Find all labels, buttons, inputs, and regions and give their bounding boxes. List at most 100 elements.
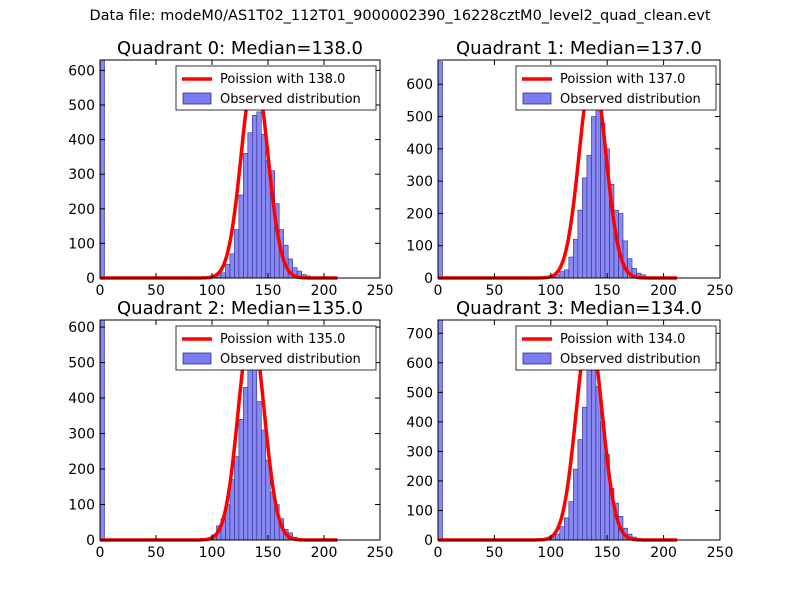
legend: Poission with 135.0 Observed distribution — [175, 325, 377, 371]
axes-frame — [99, 59, 381, 279]
x-tick-label: 100 — [199, 545, 226, 561]
histogram-bar — [595, 90, 601, 279]
legend-entry-observed: Observed distribution — [220, 352, 361, 367]
histogram-bar — [252, 340, 258, 541]
y-tick-label: 400 — [68, 391, 95, 407]
y-tick-label: 300 — [406, 174, 433, 190]
figure-suptitle: Data file: modeM0/AS1T02_112T01_90000023… — [89, 8, 711, 24]
legend-entry-poisson: Poission with 138.0 — [220, 72, 345, 87]
histogram-bar — [586, 356, 592, 541]
y-tick-label: 200 — [68, 202, 95, 218]
histogram-bar — [437, 319, 443, 541]
histogram-bar — [559, 271, 565, 279]
histogram-bar — [564, 269, 570, 279]
histogram-bar — [260, 429, 267, 541]
y-tick-label: 200 — [406, 474, 433, 490]
histogram-bar — [564, 517, 570, 541]
histogram-bar — [99, 319, 105, 541]
legend-entry-observed: Observed distribution — [560, 352, 701, 367]
histogram-bar — [256, 111, 262, 279]
histogram-bar — [573, 238, 579, 279]
y-tick-label: 200 — [68, 462, 95, 478]
chart-title: Quadrant 0: Median=138.0 — [117, 38, 363, 59]
x-tick-label: 100 — [537, 283, 564, 299]
histogram-bar — [582, 177, 588, 279]
histogram-bars — [437, 61, 655, 279]
x-tick-label: 150 — [594, 545, 621, 561]
x-tick-label: 150 — [255, 545, 282, 561]
legend-bar-swatch — [182, 352, 212, 365]
chart-panel-2: Quadrant 2: Median=135.0 0 50 100 150 200 250 0… — [68, 298, 393, 561]
x-tick-label: 0 — [96, 283, 105, 299]
histogram-bar — [577, 209, 583, 279]
histogram-bar — [220, 272, 226, 279]
x-tick-label: 50 — [485, 283, 503, 299]
x-tick-label: 100 — [537, 545, 564, 561]
y-tick-label: 700 — [406, 326, 433, 342]
legend-entry-observed: Observed distribution — [560, 92, 701, 107]
y-tick-label: 600 — [68, 320, 95, 336]
histogram-bar — [573, 468, 579, 541]
histogram-bars — [99, 319, 311, 541]
y-tick-label: 600 — [68, 63, 95, 79]
legend-bar-swatch — [522, 352, 552, 365]
axes-frame — [99, 319, 381, 541]
histogram-bar — [591, 116, 597, 279]
chart-panel-3: Quadrant 3: Median=134.0 0 50 100 150 200 250 0… — [406, 298, 733, 561]
y-tick-label: 100 — [68, 498, 95, 514]
y-tick-label: 600 — [406, 356, 433, 372]
x-tick-label: 250 — [707, 545, 734, 561]
histogram-bar — [582, 406, 588, 541]
x-tick-label: 0 — [434, 545, 443, 561]
y-tick-label: 300 — [68, 167, 95, 183]
histogram-bar — [256, 401, 262, 541]
histogram-bar — [238, 194, 244, 279]
chart-title: Quadrant 1: Median=137.0 — [456, 38, 702, 59]
x-tick-label: 250 — [367, 283, 394, 299]
x-tick-label: 150 — [255, 283, 282, 299]
histogram-bar — [234, 229, 240, 279]
legend: Poission with 138.0 Observed distribution — [175, 65, 377, 111]
histogram-bar — [260, 134, 267, 279]
y-tick-label: 100 — [406, 503, 433, 519]
histogram-bar — [234, 456, 240, 541]
legend: Poission with 137.0 Observed distribution — [515, 65, 717, 111]
y-tick-label: 0 — [86, 271, 95, 287]
legend-entry-poisson: Poission with 135.0 — [220, 332, 345, 347]
y-tick-label: 100 — [406, 239, 433, 255]
y-tick-label: 0 — [86, 533, 95, 549]
y-tick-label: 600 — [406, 77, 433, 93]
x-tick-label: 200 — [650, 283, 677, 299]
histogram-bar — [568, 256, 574, 279]
legend: Poission with 134.0 Observed distribution — [515, 325, 717, 371]
histogram-bar — [225, 263, 231, 279]
histogram-bar — [243, 387, 249, 541]
y-tick-label: 300 — [68, 427, 95, 443]
histogram-bar — [252, 115, 258, 279]
x-tick-label: 250 — [707, 283, 734, 299]
x-tick-label: 0 — [96, 545, 105, 561]
y-tick-label: 500 — [68, 356, 95, 372]
histogram-bar — [243, 153, 249, 279]
legend-bar-swatch — [522, 92, 552, 105]
y-tick-label: 500 — [406, 110, 433, 126]
histogram-bar — [559, 526, 565, 541]
y-tick-label: 200 — [406, 206, 433, 222]
chart-panel-0: Quadrant 0: Median=138.0 0 50 100 150 200 250 0… — [68, 38, 393, 299]
x-tick-label: 200 — [311, 283, 338, 299]
chart-title: Quadrant 3: Median=134.0 — [456, 298, 702, 319]
histogram-bar — [591, 347, 597, 541]
histogram-bar — [238, 419, 244, 541]
y-tick-label: 500 — [68, 98, 95, 114]
x-tick-label: 50 — [485, 545, 503, 561]
histogram-bar — [247, 132, 253, 279]
histogram-bar — [555, 533, 561, 541]
chart-title: Quadrant 2: Median=135.0 — [117, 298, 363, 319]
histogram-bar — [568, 501, 574, 541]
histogram-bar — [586, 154, 592, 279]
x-tick-label: 200 — [650, 545, 677, 561]
y-tick-label: 500 — [406, 385, 433, 401]
histogram-bar — [247, 355, 253, 541]
y-tick-label: 400 — [406, 415, 433, 431]
